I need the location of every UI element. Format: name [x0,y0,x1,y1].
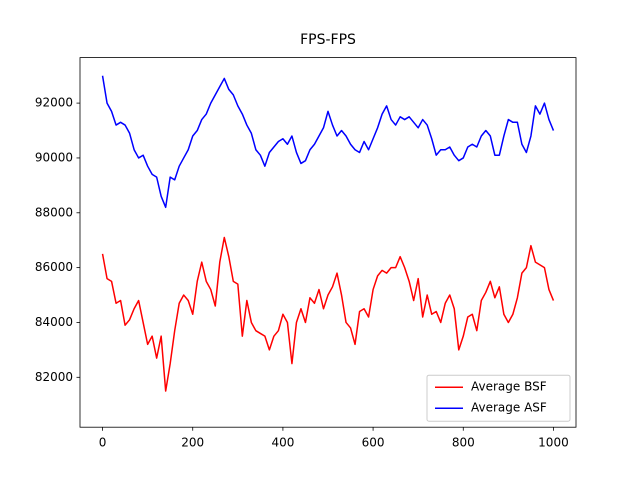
y-tick-label: 92000 [35,96,73,110]
plot-frame [79,57,577,428]
x-tick-label: 400 [271,436,294,450]
x-tick-label: 0 [99,436,107,450]
x-tick-label: 200 [181,436,204,450]
legend: Average BSF Average ASF [426,374,571,422]
x-tick-label: 600 [362,436,385,450]
series-line [101,236,555,392]
y-tick-label: 88000 [35,205,73,219]
y-tick-label: 90000 [35,150,73,164]
y-tick-label: 86000 [35,260,73,274]
x-tick-label: 800 [452,436,475,450]
series-line [101,75,555,209]
y-tick-label: 84000 [35,315,73,329]
legend-label: Average ASF [471,401,547,415]
legend-label: Average BSF [471,380,547,394]
x-tick-label: 1000 [538,436,569,450]
y-tick-label: 82000 [35,370,73,384]
chart-title: FPS-FPS [300,32,356,48]
